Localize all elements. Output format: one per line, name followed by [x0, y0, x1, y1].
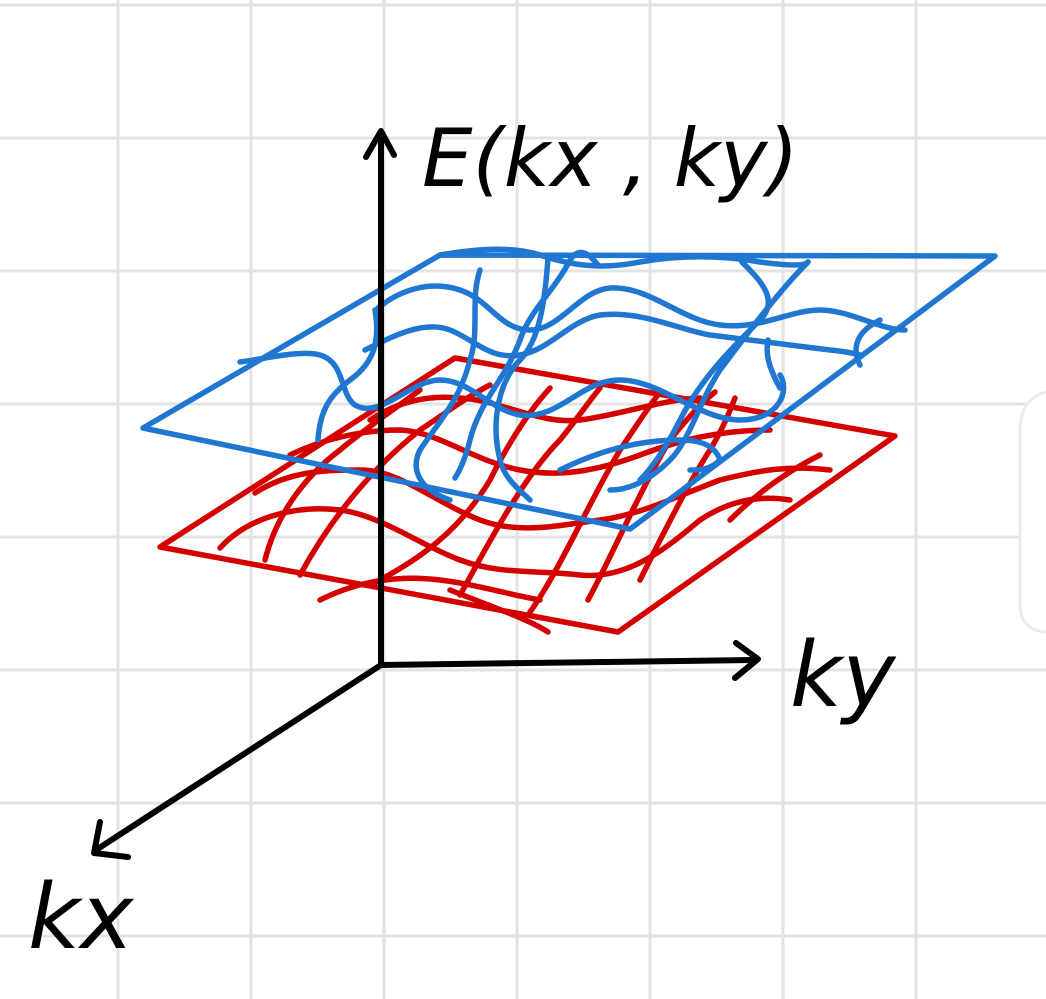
lower-band-gridline [637, 395, 738, 583]
kx-axis [93, 662, 384, 853]
side-panel-edge [1018, 390, 1046, 634]
upper-band-surface [140, 246, 998, 532]
upper-band-gridline [315, 307, 380, 443]
lower-band-gridline [527, 389, 663, 615]
upper-band-outline [140, 252, 998, 532]
upper-band-gridline [437, 246, 811, 269]
upper-band-gridline [413, 267, 483, 503]
upper-band-gridline [493, 255, 551, 503]
lower-band-outline [157, 355, 898, 635]
ky-axis-arrowhead [732, 640, 761, 681]
upper-band-gridline [237, 350, 787, 423]
lower-band-gridline [457, 385, 603, 598]
lower-band-gridline [317, 575, 543, 603]
upper-band-gridline [375, 283, 908, 333]
upper-band-gridline [362, 311, 863, 359]
lower-band-gridline [217, 495, 793, 579]
upper-band-gridline [557, 437, 723, 473]
upper-band-gridline [607, 259, 811, 493]
ky-axis-label: ky [790, 623, 897, 728]
upper-band-gridline [637, 259, 772, 483]
lower-band-gridline [297, 382, 493, 578]
upper-band-gridline [764, 337, 783, 391]
energy-axis-arrowhead [363, 128, 397, 160]
kx-axis-arrowhead [91, 819, 131, 860]
energy-axis-label: E(kx , ky) [422, 112, 799, 205]
lower-band-gridline [727, 452, 823, 523]
upper-band-gridline [853, 317, 883, 368]
lower-band-gridline [252, 465, 833, 531]
kx-axis-label: kx [28, 865, 135, 970]
lower-band-surface [157, 355, 898, 635]
axes [91, 128, 761, 860]
upper-band-gridline [452, 249, 601, 481]
ky-axis [378, 657, 756, 668]
lower-band-gridline [262, 387, 423, 563]
lower-band-gridline [447, 587, 551, 635]
